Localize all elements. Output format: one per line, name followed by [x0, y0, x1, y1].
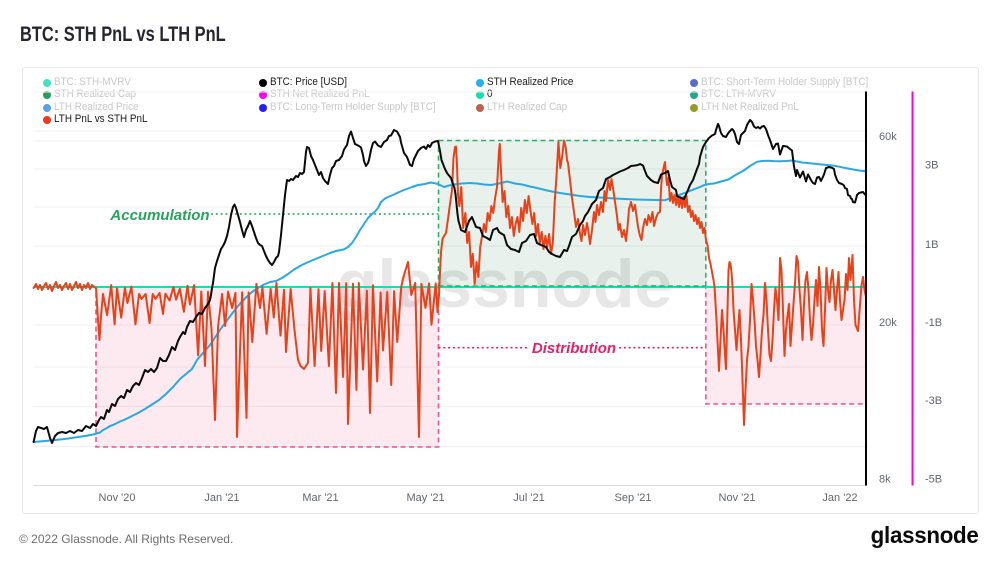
svg-text:Accumulation: Accumulation: [109, 207, 209, 224]
svg-text:Nov '21: Nov '21: [719, 492, 756, 504]
svg-text:-5B: -5B: [925, 474, 942, 486]
svg-text:May '21: May '21: [407, 492, 445, 504]
svg-text:Distribution: Distribution: [532, 340, 616, 357]
svg-text:Mar '21: Mar '21: [302, 492, 338, 504]
svg-text:3B: 3B: [925, 160, 938, 172]
svg-text:Sep '21: Sep '21: [615, 492, 652, 504]
svg-text:Jan '21: Jan '21: [204, 492, 239, 504]
svg-text:1B: 1B: [925, 239, 938, 251]
svg-text:-3B: -3B: [925, 395, 942, 407]
svg-text:8k: 8k: [879, 474, 891, 486]
svg-text:Nov '20: Nov '20: [99, 492, 136, 504]
svg-text:glassnode: glassnode: [336, 246, 672, 322]
svg-text:60k: 60k: [879, 131, 897, 143]
svg-text:Jul '21: Jul '21: [513, 492, 544, 504]
svg-text:Jan '22: Jan '22: [822, 492, 857, 504]
svg-text:-1B: -1B: [925, 317, 942, 329]
svg-text:20k: 20k: [879, 317, 897, 329]
